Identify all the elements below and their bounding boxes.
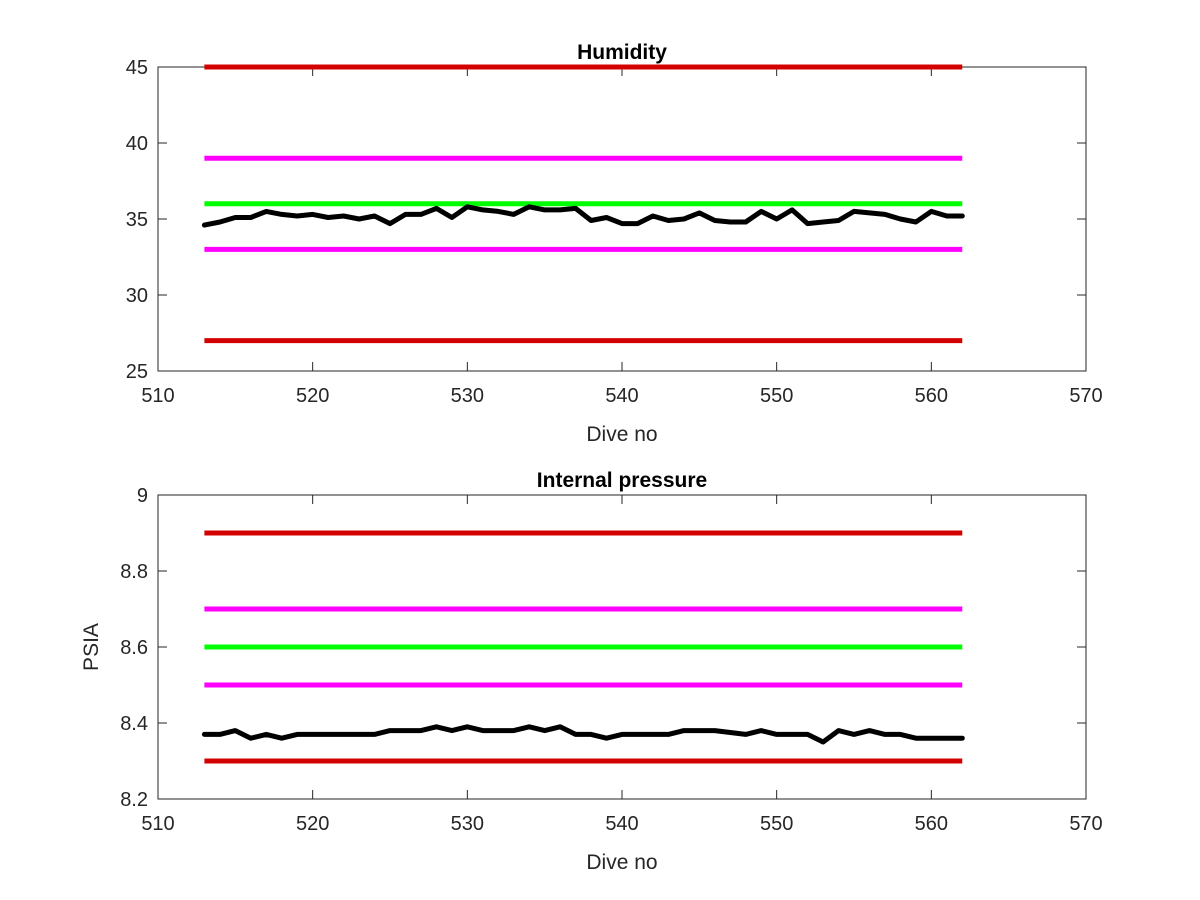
y-axis-label: PSIA bbox=[80, 623, 103, 671]
y-tick-label: 35 bbox=[126, 209, 148, 231]
x-axis-label: Dive no bbox=[586, 851, 657, 874]
y-tick-label: 25 bbox=[126, 361, 148, 383]
x-tick-label: 520 bbox=[296, 813, 329, 835]
y-tick-label: 8.8 bbox=[120, 561, 148, 583]
x-tick-label: 540 bbox=[605, 385, 638, 407]
x-tick-label: 530 bbox=[451, 813, 484, 835]
chart-internal-pressure: 510 520 530 540 550 560 570 8.2 8.4 8.6 8.8 9 Intern… bbox=[80, 469, 1103, 874]
plot-area bbox=[157, 66, 1087, 372]
y-tick-label: 8.2 bbox=[120, 789, 148, 811]
y-tick-label: 8.4 bbox=[120, 713, 148, 735]
x-tick-label: 530 bbox=[451, 385, 484, 407]
data-series-line bbox=[201, 204, 965, 228]
x-tick-label: 550 bbox=[760, 385, 793, 407]
y-tick-label: 9 bbox=[137, 485, 148, 507]
x-tick-label: 540 bbox=[605, 813, 638, 835]
x-tick-label: 550 bbox=[760, 813, 793, 835]
y-tick-label: 45 bbox=[126, 57, 148, 79]
data-series-line bbox=[201, 724, 965, 745]
y-tick-label: 8.6 bbox=[120, 637, 148, 659]
y-tick-label: 40 bbox=[126, 133, 148, 155]
y-tick-label: 30 bbox=[126, 285, 148, 307]
x-tick-label: 510 bbox=[141, 813, 174, 835]
x-tick-label: 570 bbox=[1069, 813, 1102, 835]
chart-title: Humidity bbox=[577, 41, 667, 64]
x-tick-label: 560 bbox=[915, 813, 948, 835]
x-tick-label: 560 bbox=[915, 385, 948, 407]
x-tick-label: 570 bbox=[1069, 385, 1102, 407]
x-tick-label: 510 bbox=[141, 385, 174, 407]
chart-humidity: 510 520 530 540 550 560 570 25 30 35 40 45 Humidity D… bbox=[126, 41, 1103, 446]
x-tick-label: 520 bbox=[296, 385, 329, 407]
x-axis-label: Dive no bbox=[586, 423, 657, 446]
chart-title: Internal pressure bbox=[537, 469, 707, 492]
